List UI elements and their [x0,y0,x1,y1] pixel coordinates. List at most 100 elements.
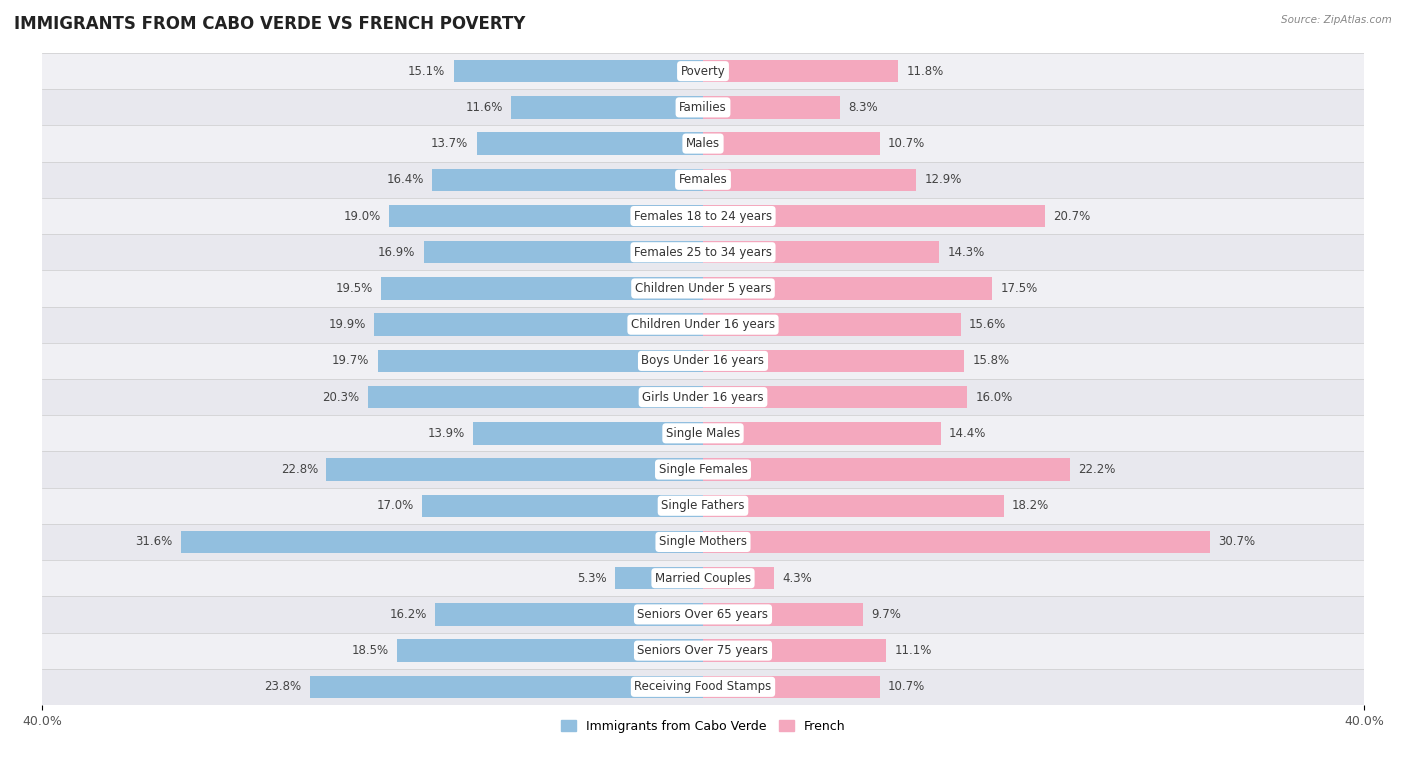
Text: 14.3%: 14.3% [948,246,984,258]
Text: Children Under 16 years: Children Under 16 years [631,318,775,331]
Text: 8.3%: 8.3% [848,101,877,114]
Text: Females 25 to 34 years: Females 25 to 34 years [634,246,772,258]
Bar [512,96,703,118]
Bar [42,271,1364,306]
Bar [42,524,1364,560]
Text: Boys Under 16 years: Boys Under 16 years [641,355,765,368]
Legend: Immigrants from Cabo Verde, French: Immigrants from Cabo Verde, French [555,715,851,738]
Text: 11.6%: 11.6% [465,101,503,114]
Text: Source: ZipAtlas.com: Source: ZipAtlas.com [1281,15,1392,25]
Bar [703,567,775,590]
Bar [703,133,880,155]
Bar [703,277,993,299]
Bar [703,675,880,698]
Bar [42,198,1364,234]
Bar [42,560,1364,597]
Bar [474,422,703,444]
Text: 19.9%: 19.9% [329,318,366,331]
Text: 22.2%: 22.2% [1078,463,1115,476]
Text: 15.1%: 15.1% [408,64,446,77]
Bar [42,487,1364,524]
Text: Children Under 5 years: Children Under 5 years [634,282,772,295]
Bar [42,632,1364,669]
Text: 11.8%: 11.8% [907,64,943,77]
Text: 18.2%: 18.2% [1012,500,1049,512]
Text: 15.6%: 15.6% [969,318,1007,331]
Bar [367,386,703,409]
Bar [703,205,1045,227]
Text: 13.9%: 13.9% [427,427,465,440]
Text: Receiving Food Stamps: Receiving Food Stamps [634,681,772,694]
Text: Single Mothers: Single Mothers [659,535,747,549]
Text: 16.0%: 16.0% [976,390,1012,403]
Bar [378,349,703,372]
Bar [703,241,939,264]
Bar [381,277,703,299]
Text: Seniors Over 75 years: Seniors Over 75 years [637,644,769,657]
Text: IMMIGRANTS FROM CABO VERDE VS FRENCH POVERTY: IMMIGRANTS FROM CABO VERDE VS FRENCH POV… [14,15,526,33]
Bar [703,531,1211,553]
Bar [616,567,703,590]
Text: 19.7%: 19.7% [332,355,370,368]
Text: 17.5%: 17.5% [1001,282,1038,295]
Text: 16.2%: 16.2% [389,608,427,621]
Bar [42,379,1364,415]
Text: Females 18 to 24 years: Females 18 to 24 years [634,209,772,223]
Text: 16.4%: 16.4% [387,174,423,186]
Bar [703,314,960,336]
Text: 10.7%: 10.7% [889,137,925,150]
Text: Single Females: Single Females [658,463,748,476]
Text: 19.5%: 19.5% [336,282,373,295]
Text: 20.3%: 20.3% [322,390,360,403]
Bar [42,597,1364,632]
Bar [42,343,1364,379]
Bar [389,205,703,227]
Bar [423,241,703,264]
Bar [42,161,1364,198]
Bar [703,640,886,662]
Bar [181,531,703,553]
Text: 11.1%: 11.1% [894,644,932,657]
Bar [703,386,967,409]
Bar [42,89,1364,126]
Text: 4.3%: 4.3% [782,572,813,584]
Text: 20.7%: 20.7% [1053,209,1091,223]
Bar [42,306,1364,343]
Text: Poverty: Poverty [681,64,725,77]
Text: 31.6%: 31.6% [135,535,173,549]
Text: 10.7%: 10.7% [889,681,925,694]
Text: 22.8%: 22.8% [281,463,318,476]
Bar [374,314,703,336]
Bar [42,415,1364,452]
Text: Girls Under 16 years: Girls Under 16 years [643,390,763,403]
Text: 16.9%: 16.9% [378,246,416,258]
Text: 12.9%: 12.9% [924,174,962,186]
Bar [42,234,1364,271]
Bar [398,640,703,662]
Text: 5.3%: 5.3% [578,572,607,584]
Bar [42,53,1364,89]
Text: 19.0%: 19.0% [343,209,381,223]
Text: Single Males: Single Males [666,427,740,440]
Text: Females: Females [679,174,727,186]
Bar [703,603,863,625]
Bar [436,603,703,625]
Bar [703,494,1004,517]
Text: 30.7%: 30.7% [1219,535,1256,549]
Bar [703,422,941,444]
Text: Males: Males [686,137,720,150]
Bar [42,126,1364,161]
Bar [326,459,703,481]
Text: 15.8%: 15.8% [973,355,1010,368]
Bar [703,60,898,83]
Bar [703,459,1070,481]
Text: Families: Families [679,101,727,114]
Text: 9.7%: 9.7% [872,608,901,621]
Text: Seniors Over 65 years: Seniors Over 65 years [637,608,769,621]
Text: 13.7%: 13.7% [432,137,468,150]
Text: 14.4%: 14.4% [949,427,987,440]
Bar [703,168,917,191]
Text: 23.8%: 23.8% [264,681,301,694]
Bar [309,675,703,698]
Text: Married Couples: Married Couples [655,572,751,584]
